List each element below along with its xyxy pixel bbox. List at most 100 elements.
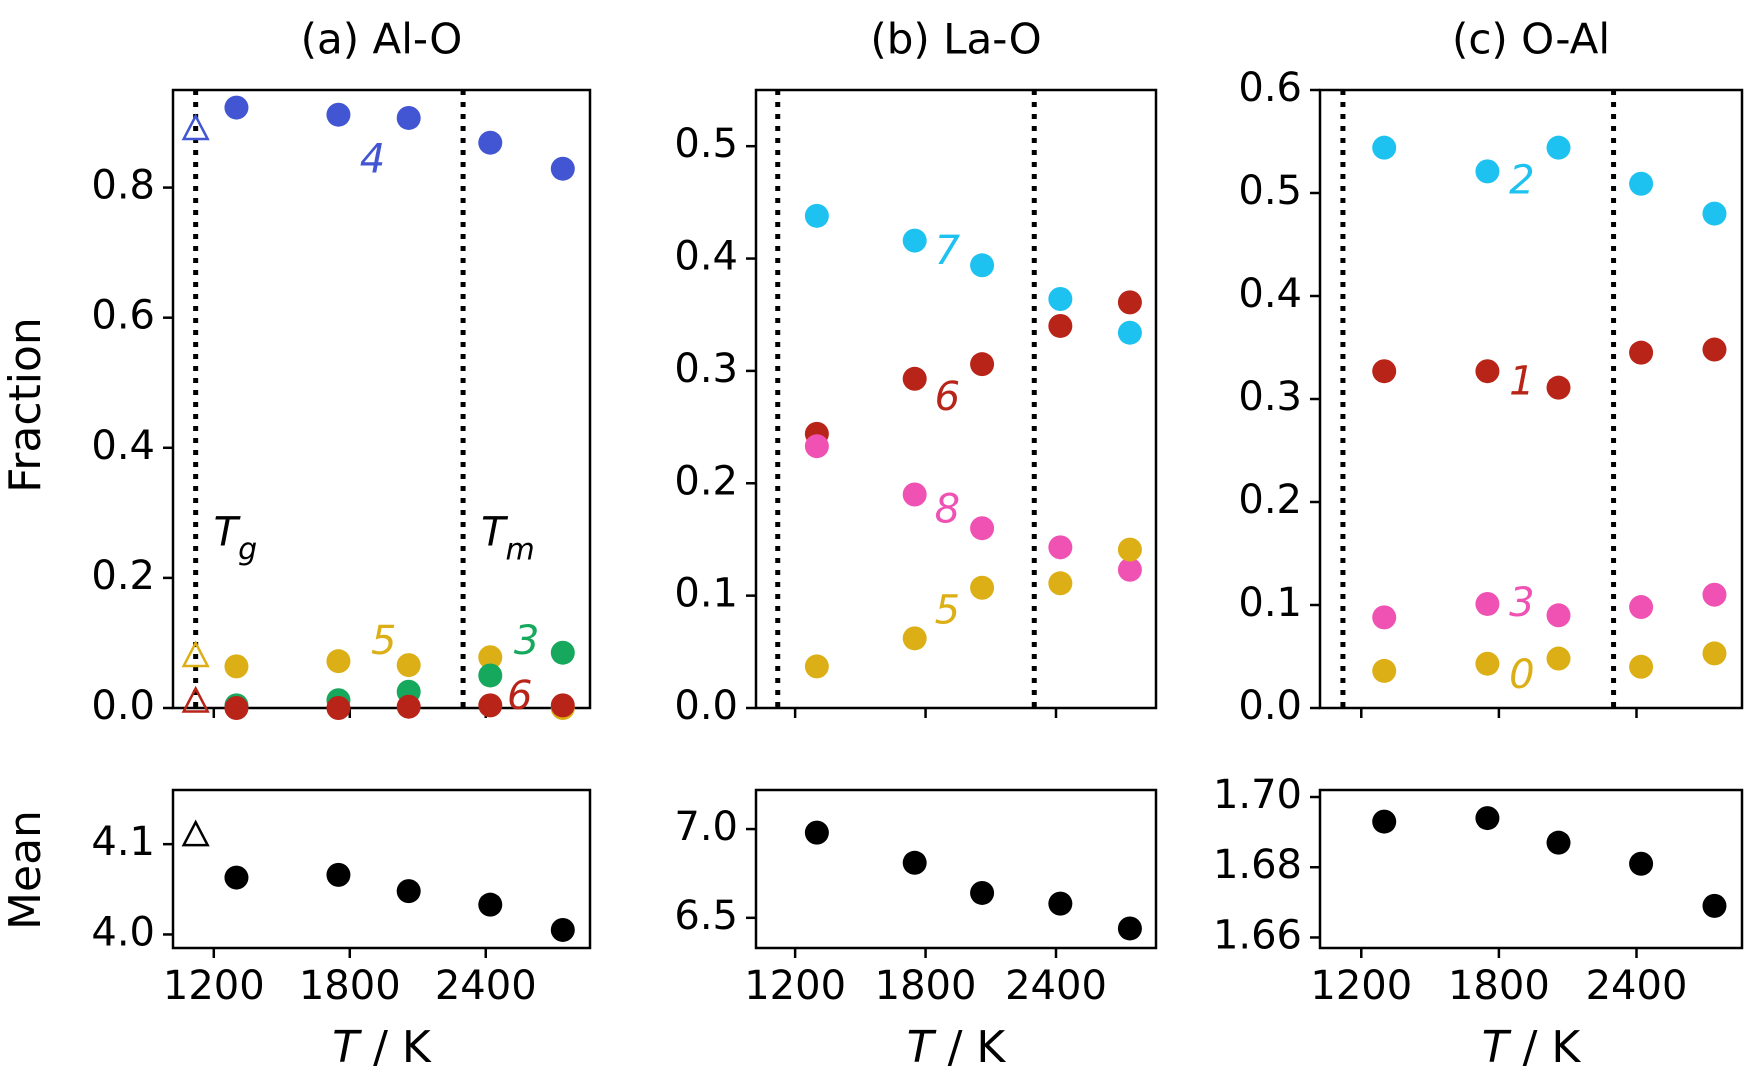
mean-plot-frame <box>1318 788 1744 950</box>
y-tick-label: 0.2 <box>1238 477 1302 523</box>
data-point-1 <box>1372 359 1397 384</box>
data-point-0 <box>1475 651 1500 676</box>
panel-a: (a) Al-O 0.0 0.2 0.4 0.6 0.8 4.0 4.1 1200 1800 240… <box>91 15 592 1073</box>
mean-axis-label: Mean <box>0 810 51 930</box>
mean-y-tick-label: 6.5 <box>674 893 738 939</box>
data-point-5 <box>804 654 829 679</box>
glass-point-4 <box>181 113 210 141</box>
panel-title: (a) Al-O <box>301 15 463 64</box>
data-point-1 <box>1475 359 1500 384</box>
data-point-2 <box>1629 171 1654 196</box>
data-point-6 <box>902 366 927 391</box>
data-point-6 <box>326 696 351 720</box>
mean-y-tick-label: 1.66 <box>1213 912 1302 958</box>
series-label-0: 0 <box>1509 652 1534 698</box>
data-point-1 <box>1629 340 1654 365</box>
mean-point <box>1048 891 1073 916</box>
series-label-7: 7 <box>935 228 961 274</box>
x-axis-label-symbol: T <box>332 1022 362 1073</box>
data-point-5 <box>478 645 503 670</box>
glass-point-6 <box>181 685 210 713</box>
series-label-4: 4 <box>360 137 385 183</box>
tm-label: Tm <box>481 509 535 567</box>
y-tick-label: 0.4 <box>1238 271 1302 317</box>
series-label-3: 3 <box>1509 580 1534 626</box>
y-tick-label: 0.0 <box>1238 683 1302 729</box>
data-point-0 <box>1372 658 1397 683</box>
data-point-3 <box>1475 591 1500 616</box>
panel-c: (c) O-Al 0.0 0.1 0.2 0.3 0.4 0.5 0.6 1.66 1.68 1.7… <box>1213 15 1744 1073</box>
x-axis-label: T / K <box>1482 1022 1582 1073</box>
series-label-1: 1 <box>1509 359 1534 405</box>
mean-y-tick-label: 7.0 <box>674 804 738 850</box>
y-tick-label: 0.3 <box>674 346 738 392</box>
mean-point <box>478 892 503 917</box>
data-point-4 <box>224 95 249 120</box>
data-point-1 <box>1702 337 1727 362</box>
data-point-8 <box>902 482 927 507</box>
mean-point <box>970 880 995 905</box>
data-point-4 <box>326 102 351 127</box>
mean-y-tick-label: 1.70 <box>1213 772 1302 818</box>
x-tick-label: 1200 <box>163 963 265 1009</box>
mean-point <box>1629 851 1654 876</box>
data-point-0 <box>1546 646 1571 671</box>
data-point-3 <box>550 640 575 665</box>
data-point-0 <box>1629 654 1654 679</box>
data-point-0 <box>1702 641 1727 666</box>
series-label-8: 8 <box>935 486 960 532</box>
data-point-5 <box>902 626 927 651</box>
x-axis-label: T / K <box>907 1022 1007 1073</box>
data-point-3 <box>1546 603 1571 628</box>
x-axis-label-symbol: T <box>907 1022 937 1073</box>
tg-label: Tg <box>214 509 257 567</box>
data-point-4 <box>396 105 421 130</box>
series-label-6: 6 <box>507 673 532 719</box>
data-point-8 <box>970 516 995 541</box>
x-tick-label: 2400 <box>1005 963 1107 1009</box>
x-tick-label: 2400 <box>1586 963 1688 1009</box>
data-point-3 <box>1702 582 1727 607</box>
mean-plot-frame <box>754 788 1158 950</box>
data-point-7 <box>970 253 995 278</box>
data-point-5 <box>1048 571 1073 596</box>
data-point-5 <box>396 653 421 678</box>
mean-point <box>804 820 829 845</box>
mean-y-tick-label: 4.1 <box>91 819 155 865</box>
mean-y-tick-label: 4.0 <box>91 909 155 955</box>
data-point-5 <box>224 654 249 679</box>
panel-b: (b) La-O 0.0 0.1 0.2 0.3 0.4 0.5 6.5 7.0 1200 1800… <box>674 15 1158 1073</box>
data-point-7 <box>902 228 927 253</box>
mean-point <box>326 862 351 887</box>
data-point-6 <box>1048 313 1073 338</box>
data-point-7 <box>804 203 829 228</box>
mean-point <box>902 850 927 875</box>
glass-point-5 <box>181 640 210 668</box>
data-point-7 <box>1048 286 1073 311</box>
panel-title: (c) O-Al <box>1452 15 1610 64</box>
y-tick-label: 0.8 <box>91 163 155 209</box>
data-point-3 <box>478 663 503 688</box>
x-tick-label: 1200 <box>744 963 846 1009</box>
data-point-1 <box>1546 375 1571 400</box>
y-tick-label: 0.1 <box>674 571 738 617</box>
x-tick-label: 1200 <box>1310 963 1412 1009</box>
y-tick-label: 0.1 <box>1238 580 1302 626</box>
x-axis-label-unit: / K <box>359 1022 432 1073</box>
y-tick-label: 0.4 <box>91 423 155 469</box>
mean-point <box>1546 830 1571 855</box>
x-tick-label: 1800 <box>875 963 977 1009</box>
x-axis-label-unit: / K <box>934 1022 1007 1073</box>
mean-point <box>396 879 421 904</box>
data-point-2 <box>1702 201 1727 226</box>
y-tick-label: 0.6 <box>1238 65 1302 111</box>
data-point-3 <box>1629 595 1654 620</box>
fraction-axis-label: Fraction <box>0 317 51 493</box>
mean-point <box>1117 916 1142 941</box>
x-tick-label: 1800 <box>1448 963 1550 1009</box>
data-point-6 <box>970 352 995 377</box>
data-point-8 <box>1048 535 1073 560</box>
fraction-plot-frame <box>754 88 1158 710</box>
x-tick-label: 1800 <box>299 963 401 1009</box>
